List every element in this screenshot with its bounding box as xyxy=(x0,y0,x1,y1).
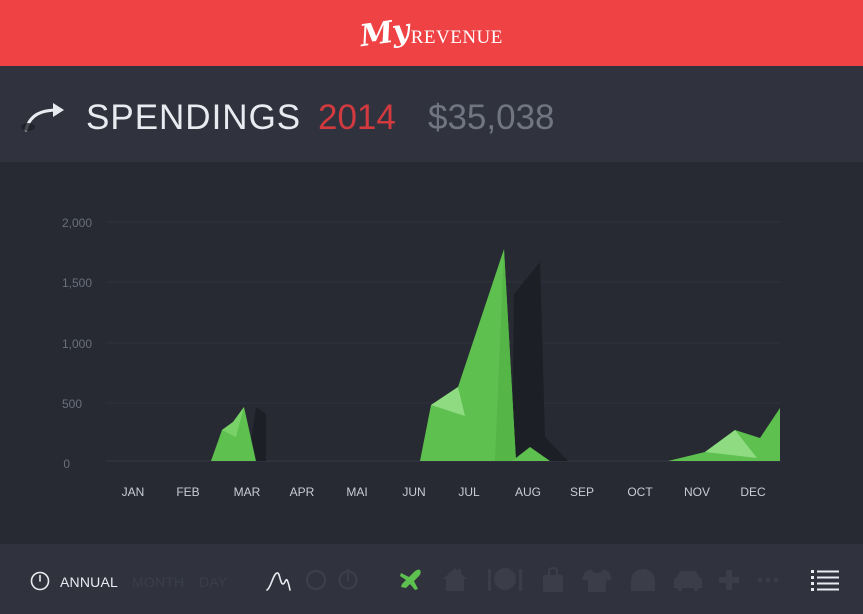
x-tick-label: MAR xyxy=(234,485,261,499)
page-title: SPENDINGS xyxy=(86,98,302,137)
shirt-icon[interactable] xyxy=(581,567,613,593)
x-tick-label: APR xyxy=(290,485,315,499)
y-tick-label: 1,500 xyxy=(62,276,92,290)
period-day[interactable]: DAY xyxy=(199,574,228,590)
area-mark-dec xyxy=(668,408,780,461)
clock-view-icon[interactable] xyxy=(337,568,359,590)
x-tick-label: JAN xyxy=(122,485,145,499)
top-bar: My REVENUE xyxy=(0,0,863,66)
spendings-chart: 2,000 1,500 1,000 500 0 JAN FEB MAR APR … xyxy=(62,216,781,499)
list-menu-icon[interactable] xyxy=(811,569,839,591)
y-tick-label: 1,000 xyxy=(62,337,92,351)
area-mark-aug xyxy=(512,447,550,461)
x-tick-label: OCT xyxy=(627,485,653,499)
brand-word: REVENUE xyxy=(410,26,503,48)
bag-icon[interactable] xyxy=(541,567,565,593)
period-annual[interactable]: ANNUAL xyxy=(60,574,118,590)
health-cross-icon[interactable] xyxy=(718,569,740,591)
highlight-mark xyxy=(431,387,465,416)
x-tick-label: DEC xyxy=(740,485,766,499)
x-tick-label: MAI xyxy=(346,485,367,499)
period-month[interactable]: MONTH xyxy=(132,574,185,590)
y-tick-label: 2,000 xyxy=(62,216,92,230)
total-amount: $35,038 xyxy=(428,98,555,137)
x-tick-label: JUN xyxy=(402,485,425,499)
clock-icon[interactable] xyxy=(30,571,50,591)
car-icon[interactable] xyxy=(672,568,704,592)
circle-view-icon[interactable] xyxy=(305,569,327,591)
house-icon[interactable] xyxy=(441,566,469,592)
year-selector[interactable]: 2014 xyxy=(318,98,396,137)
more-icon[interactable] xyxy=(757,576,779,584)
chart-view-icon[interactable] xyxy=(266,568,292,592)
x-tick-label: FEB xyxy=(176,485,199,499)
brand-script: My xyxy=(357,12,411,54)
facet-mark xyxy=(495,249,516,461)
x-tick-label: JUL xyxy=(458,485,480,499)
highlight-mark xyxy=(705,430,757,458)
highlight-mark xyxy=(222,407,244,437)
brand-logo: My REVENUE xyxy=(358,12,503,53)
summary-header xyxy=(0,66,863,162)
dome-icon[interactable] xyxy=(629,567,657,593)
x-tick-label: NOV xyxy=(684,485,710,499)
x-tick-label: AUG xyxy=(515,485,541,499)
dining-icon[interactable] xyxy=(486,566,524,592)
x-tick-label: SEP xyxy=(570,485,594,499)
airplane-icon[interactable] xyxy=(398,567,424,593)
chart-panel xyxy=(0,162,863,544)
shadow-mark xyxy=(512,262,568,461)
y-tick-label: 0 xyxy=(63,457,70,471)
share-arrow-icon[interactable] xyxy=(20,100,68,134)
y-tick-label: 500 xyxy=(62,397,82,411)
